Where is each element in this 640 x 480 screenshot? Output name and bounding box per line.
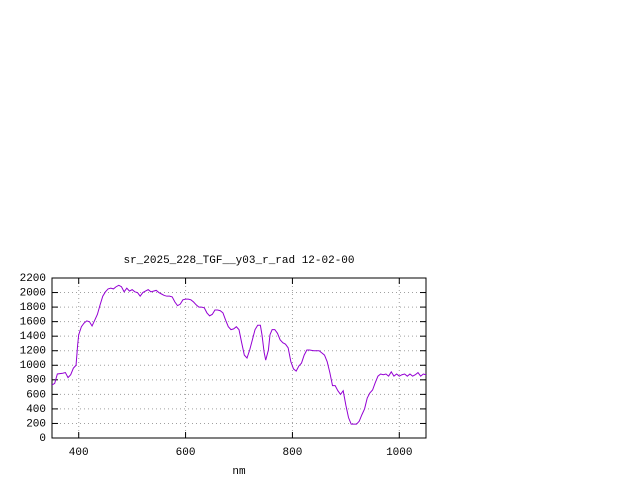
plot-frame	[51, 277, 427, 439]
y-tick-label: 0	[39, 433, 46, 445]
x-axis-label: nm	[232, 466, 246, 478]
y-tick-label: 1600	[20, 317, 46, 329]
y-tick-label: 1400	[20, 331, 46, 343]
y-tick-label: 600	[26, 389, 46, 401]
x-tick-label: 1000	[386, 447, 412, 459]
y-tick-label: 2200	[20, 273, 46, 285]
y-tick-label: 1200	[20, 346, 46, 358]
x-tick-label: 800	[283, 447, 303, 459]
x-tick-label: 400	[69, 447, 89, 459]
data-line	[51, 284, 427, 425]
chart-title: sr_2025_228_TGF__y03_r_rad 12-02-00	[123, 255, 354, 267]
y-tick-label: 1800	[20, 302, 46, 314]
y-tick-label: 200	[26, 418, 46, 430]
x-tick-label: 600	[176, 447, 196, 459]
y-tick-label: 800	[26, 375, 46, 387]
y-tick-label: 400	[26, 404, 46, 416]
y-tick-label: 1000	[20, 360, 46, 372]
y-tick-label: 2000	[20, 287, 46, 299]
